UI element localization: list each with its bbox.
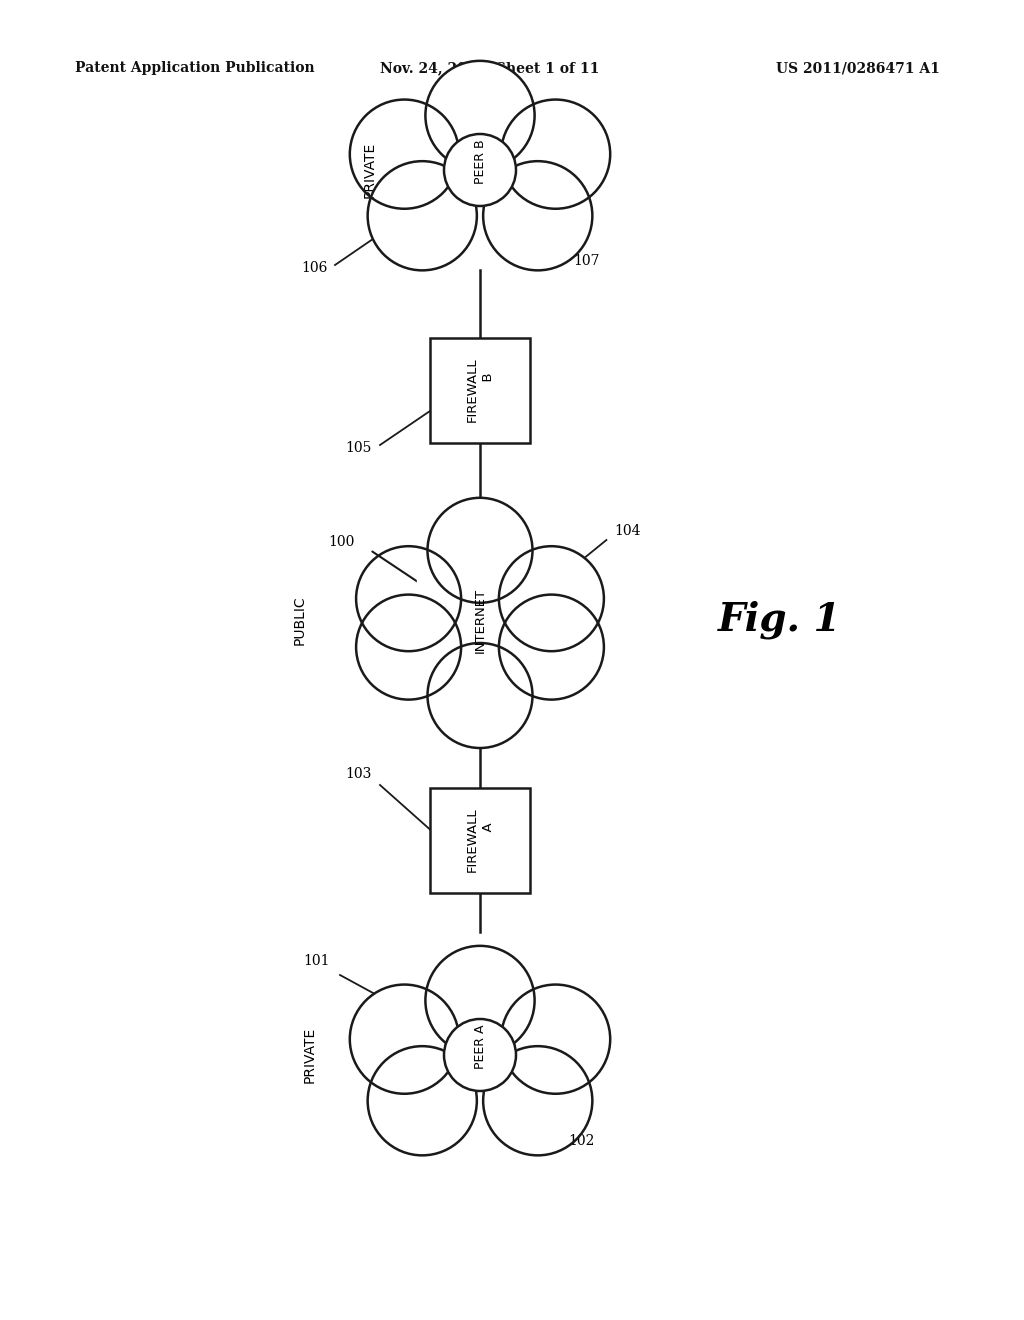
Circle shape <box>427 643 532 748</box>
Text: 103: 103 <box>346 767 372 781</box>
Text: Patent Application Publication: Patent Application Publication <box>75 61 314 75</box>
Text: 105: 105 <box>346 441 372 455</box>
Circle shape <box>501 985 610 1094</box>
Bar <box>417 572 543 668</box>
Circle shape <box>483 1047 592 1155</box>
Circle shape <box>444 1019 516 1092</box>
Bar <box>430 788 530 892</box>
Circle shape <box>483 161 592 271</box>
Text: 100: 100 <box>329 535 355 549</box>
Text: 107: 107 <box>573 253 599 268</box>
Text: Nov. 24, 2011  Sheet 1 of 11: Nov. 24, 2011 Sheet 1 of 11 <box>380 61 600 75</box>
Circle shape <box>499 546 604 651</box>
Circle shape <box>425 946 535 1055</box>
Circle shape <box>444 135 516 206</box>
Circle shape <box>356 546 461 651</box>
Circle shape <box>501 99 610 209</box>
Text: PUBLIC: PUBLIC <box>293 595 307 644</box>
Text: 102: 102 <box>568 1134 594 1148</box>
Circle shape <box>431 1006 529 1104</box>
Circle shape <box>356 594 461 700</box>
Text: Fig. 1: Fig. 1 <box>718 601 842 639</box>
Text: PEER A: PEER A <box>473 1024 486 1069</box>
Text: FIREWALL
      A: FIREWALL A <box>466 808 495 873</box>
Circle shape <box>425 61 535 170</box>
Circle shape <box>431 121 529 219</box>
Text: FIREWALL
      B: FIREWALL B <box>466 358 495 422</box>
Circle shape <box>350 985 459 1094</box>
Circle shape <box>368 1047 477 1155</box>
Circle shape <box>427 498 532 603</box>
Circle shape <box>499 594 604 700</box>
Circle shape <box>368 161 477 271</box>
Text: 106: 106 <box>302 261 328 275</box>
Text: 104: 104 <box>614 524 641 539</box>
Text: PRIVATE: PRIVATE <box>362 141 377 198</box>
Bar <box>430 338 530 442</box>
Text: PEER B: PEER B <box>473 140 486 185</box>
Text: US 2011/0286471 A1: US 2011/0286471 A1 <box>776 61 940 75</box>
Text: 101: 101 <box>303 954 330 968</box>
Circle shape <box>350 99 459 209</box>
Text: PRIVATE: PRIVATE <box>303 1027 317 1084</box>
Text: INTERNET: INTERNET <box>473 587 486 652</box>
Circle shape <box>427 568 532 672</box>
